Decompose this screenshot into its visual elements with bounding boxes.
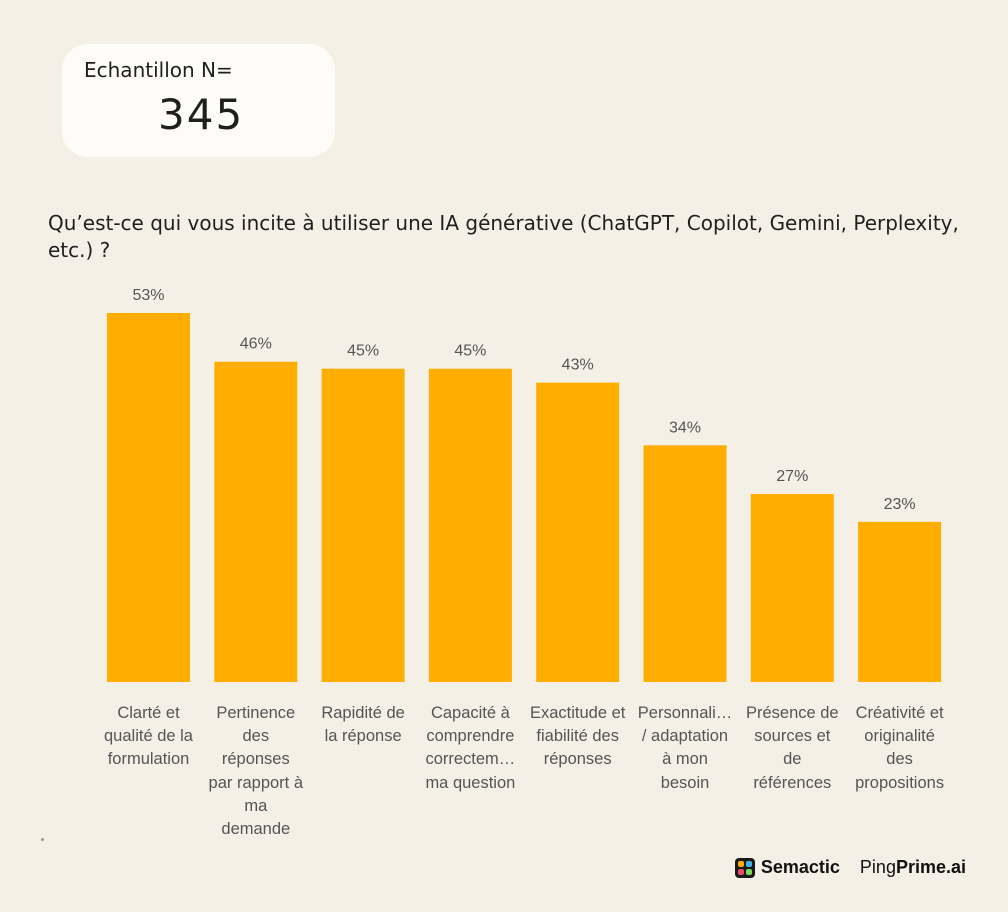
bar-7 [750, 494, 834, 682]
semactic-wordmark: Semactic [760, 857, 840, 877]
value-label-3: 45% [347, 343, 379, 360]
bar-1 [107, 313, 190, 682]
bar-chart: 53% 46% 45% 45% 43% 34% 27% 23% [107, 287, 942, 682]
sample-size-card: Echantillon N= 345 [62, 44, 335, 157]
category-label-2: Pertinence des réponses par rapport à ma… [208, 704, 304, 839]
value-label-6: 34% [669, 419, 701, 436]
category-label-3: Rapidité de la réponse [321, 704, 405, 746]
value-label-2: 46% [240, 336, 272, 353]
category-label-1: Clarté et qualité de la formulation [104, 704, 193, 769]
pingprime-logo: PingPrime.ai [860, 857, 966, 878]
category-label-8: Créativité et originalité des propositio… [855, 704, 945, 792]
semactic-mark-icon [734, 857, 755, 878]
category-label-6: Personnali… / adaptation à mon besoin [637, 704, 733, 792]
chart-title: Qu’est-ce qui vous incite à utiliser une… [48, 211, 959, 262]
semactic-logo: Semactic [734, 857, 840, 878]
bar-4 [428, 368, 512, 682]
bar-3 [321, 368, 405, 682]
sample-size-label: Echantillon N= [84, 58, 233, 82]
bar-8 [858, 521, 942, 682]
category-label-4: Capacité à comprendre correctem… ma ques… [425, 704, 516, 792]
category-label-7: Présence de sources et de références [745, 704, 839, 792]
value-label-5: 43% [562, 357, 594, 374]
bar-2 [214, 361, 298, 682]
category-label-5: Exactitude et fiabilité des réponses [529, 704, 626, 769]
footer-logos: Semactic PingPrime.ai [734, 857, 966, 878]
decorative-dot [41, 838, 44, 841]
value-label-8: 23% [884, 496, 916, 513]
pingprime-wordmark-regular: Ping [859, 857, 896, 877]
value-label-7: 27% [776, 468, 808, 485]
value-label-1: 53% [132, 287, 164, 304]
bar-5 [536, 382, 620, 682]
value-label-4: 45% [454, 343, 486, 360]
bar-6 [643, 445, 727, 682]
sample-size-value: 345 [158, 90, 245, 139]
pingprime-wordmark-bold: Prime.ai [895, 857, 966, 877]
